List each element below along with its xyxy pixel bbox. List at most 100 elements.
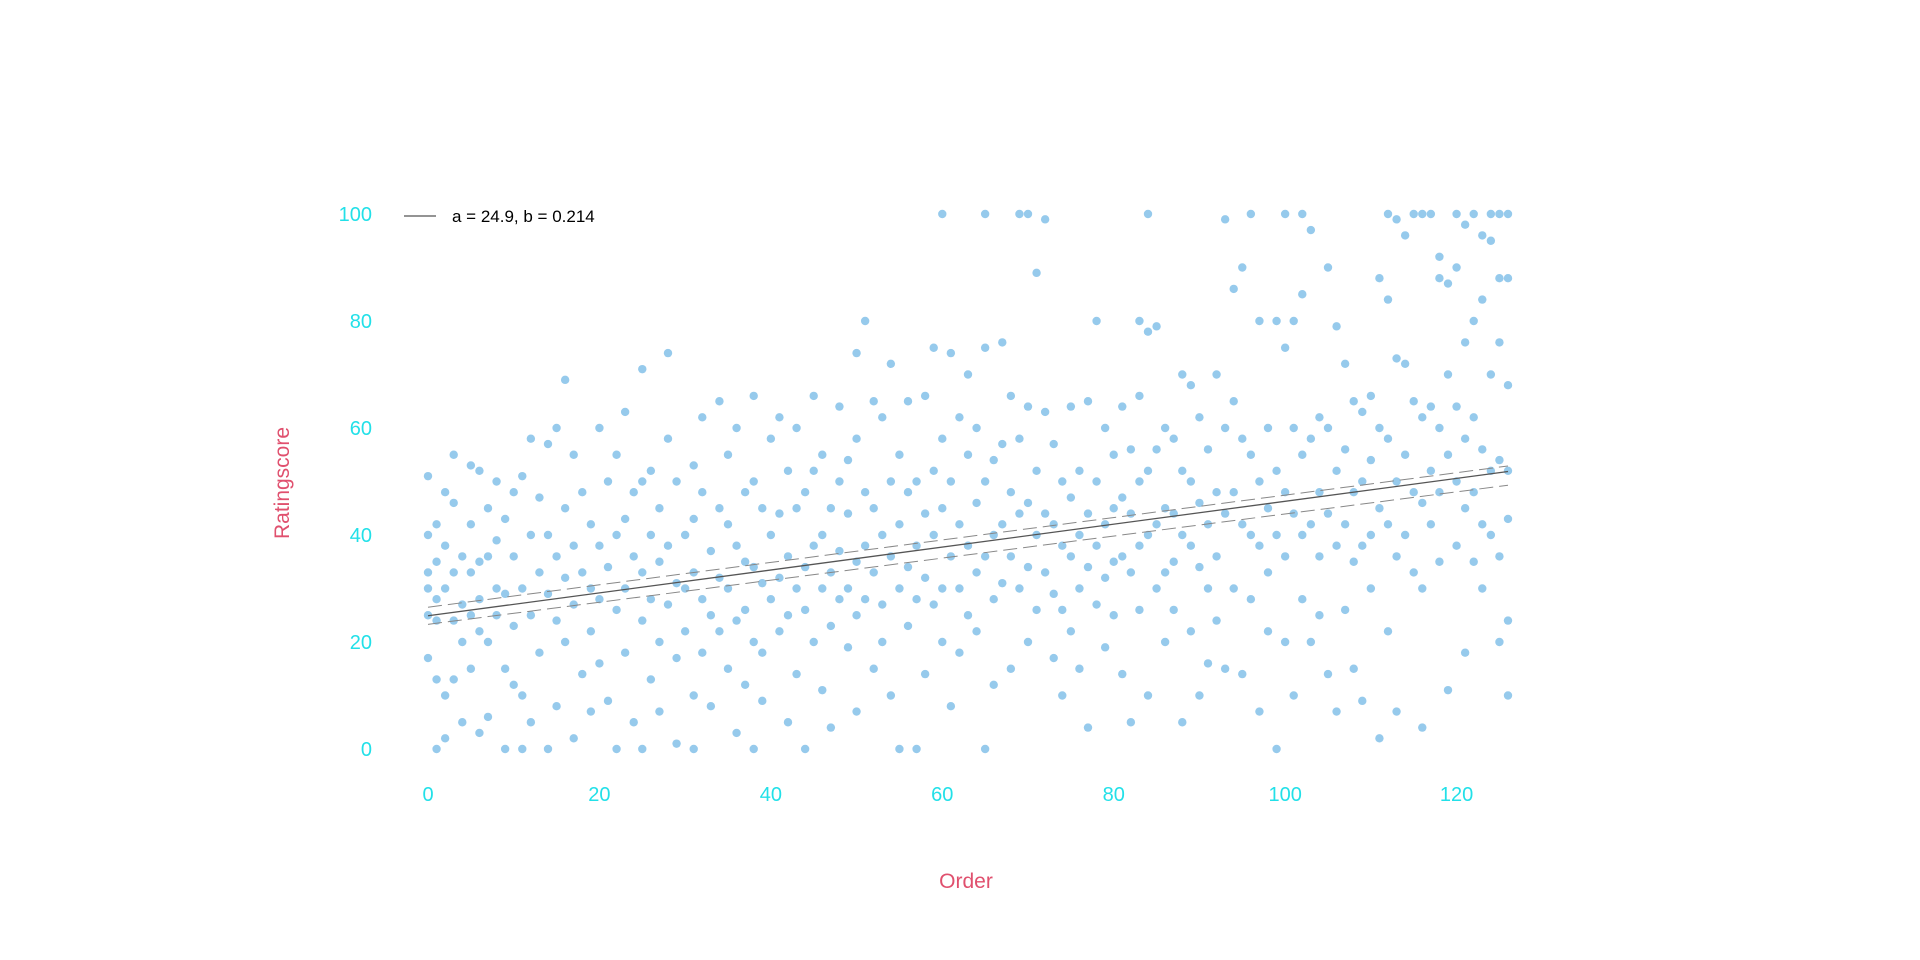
data-point <box>1469 316 1478 326</box>
data-point <box>1478 584 1487 593</box>
data-point <box>1238 520 1247 529</box>
data-point <box>1443 450 1453 459</box>
data-point <box>1075 584 1084 593</box>
data-point <box>749 744 758 754</box>
data-point <box>1238 263 1247 272</box>
data-point <box>740 680 750 689</box>
data-point <box>963 450 973 459</box>
data-point <box>1203 584 1213 593</box>
data-point <box>998 520 1007 529</box>
data-point <box>526 530 536 540</box>
data-point <box>723 520 733 529</box>
data-point <box>1152 520 1161 529</box>
data-point <box>603 696 613 706</box>
data-point <box>809 391 818 401</box>
data-point <box>680 584 690 593</box>
data-point <box>475 728 484 738</box>
data-point <box>1220 423 1230 433</box>
data-point <box>1315 413 1324 422</box>
data-point <box>1418 584 1427 593</box>
y-axis-ticks: 0 20 40 60 80 100 <box>339 204 372 761</box>
data-point <box>432 675 441 684</box>
data-point <box>1280 343 1290 352</box>
data-point <box>1255 316 1264 326</box>
regression-line <box>427 470 1509 617</box>
data-point <box>1280 552 1290 561</box>
data-point <box>458 552 467 561</box>
data-point <box>715 504 724 513</box>
data-point <box>578 488 587 497</box>
data-point <box>1186 381 1196 390</box>
data-point <box>775 627 784 636</box>
data-point <box>980 209 990 219</box>
data-point <box>1049 589 1058 599</box>
data-point <box>1460 504 1470 513</box>
data-point <box>783 552 793 561</box>
data-point <box>1332 322 1341 331</box>
data-point <box>500 589 510 599</box>
data-point <box>423 471 433 481</box>
data-point <box>895 584 904 593</box>
data-point <box>440 488 450 497</box>
data-point <box>1143 466 1153 475</box>
data-point <box>1400 231 1410 240</box>
data-point <box>1306 637 1316 647</box>
data-point <box>1272 744 1281 754</box>
data-point <box>1255 541 1264 550</box>
data-point <box>1263 423 1273 433</box>
data-point <box>1392 215 1401 224</box>
data-point <box>689 744 698 754</box>
data-point <box>595 423 604 433</box>
data-point <box>843 584 853 593</box>
data-point <box>1178 466 1187 475</box>
data-point <box>963 611 973 620</box>
data-point <box>535 568 544 577</box>
x-axis-title: Order <box>939 870 993 893</box>
data-point <box>878 413 887 422</box>
data-point <box>1460 434 1470 443</box>
data-point <box>1383 627 1393 636</box>
data-point <box>980 477 990 486</box>
data-point <box>783 611 793 620</box>
data-point <box>638 477 647 486</box>
data-point <box>1418 413 1427 422</box>
data-point <box>526 434 536 443</box>
data-point <box>1298 290 1307 299</box>
data-point <box>466 664 476 673</box>
data-point <box>1503 274 1513 283</box>
data-point <box>1486 236 1496 245</box>
data-point <box>1058 605 1067 615</box>
data-point <box>929 343 938 352</box>
data-point <box>1495 637 1504 647</box>
data-point <box>1083 562 1093 572</box>
data-point <box>552 423 561 433</box>
data-point <box>492 536 501 545</box>
data-point <box>1323 263 1333 272</box>
data-point <box>998 578 1007 588</box>
data-point <box>466 611 476 620</box>
data-point <box>432 557 441 566</box>
data-point <box>1435 423 1444 433</box>
data-point <box>1040 407 1050 417</box>
data-point <box>1066 402 1076 411</box>
data-point <box>1143 530 1153 540</box>
data-point <box>1289 691 1298 700</box>
data-point <box>1143 691 1153 700</box>
data-point <box>749 477 758 486</box>
data-point <box>878 530 887 540</box>
data-point <box>878 600 887 609</box>
data-point <box>1383 520 1393 529</box>
data-point <box>458 600 467 609</box>
data-point <box>1126 568 1136 577</box>
data-point <box>1229 284 1238 294</box>
data-point <box>1109 557 1118 566</box>
data-point <box>1040 215 1050 224</box>
data-point <box>1255 707 1264 716</box>
data-point <box>1469 413 1478 422</box>
data-point <box>792 504 801 513</box>
data-point <box>1169 434 1178 443</box>
data-point <box>1400 530 1410 540</box>
data-point <box>826 621 836 631</box>
data-point <box>1340 445 1350 454</box>
data-point <box>775 413 784 422</box>
